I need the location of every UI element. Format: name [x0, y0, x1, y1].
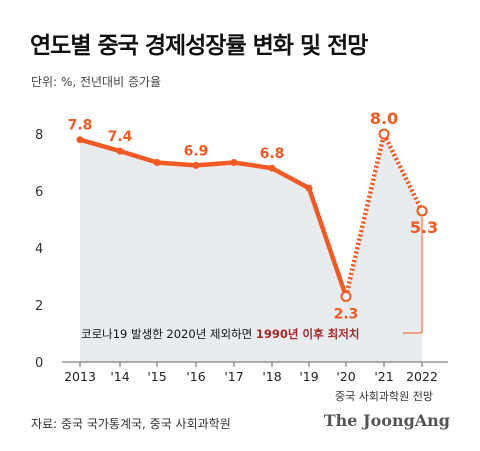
data-label: 6.8: [260, 146, 285, 162]
x-tick-label: '16: [186, 369, 205, 384]
y-tick-label: 4: [35, 242, 43, 257]
data-label: 6.9: [184, 143, 209, 159]
x-tick-label: 2013: [64, 369, 96, 384]
data-point: [116, 147, 124, 155]
x-tick-label: '18: [262, 369, 281, 384]
annotation-prefix: 코로나19 발생한 2020년 제외하면: [81, 327, 256, 341]
x-tick-label: '20: [336, 369, 355, 384]
x-tick-label: '17: [224, 369, 243, 384]
area-fill: [80, 134, 422, 362]
x-tick-label: '21: [374, 369, 393, 384]
x-tick-label: '14: [110, 369, 129, 384]
y-tick-label: 2: [35, 299, 43, 314]
y-tick-label: 8: [35, 128, 43, 143]
data-point: [378, 128, 390, 140]
data-label: 7.4: [108, 129, 133, 145]
data-point: [268, 164, 276, 172]
x-tick-label: '19: [299, 369, 318, 384]
source-note: 자료: 중국 국가통계국, 중국 사회과학원: [31, 417, 231, 431]
data-point: [416, 205, 428, 217]
forecast-label: 중국 사회과학원 전망: [335, 390, 433, 403]
data-point: [153, 159, 161, 166]
data-point: [230, 159, 238, 166]
data-label: 5.3: [410, 218, 438, 237]
chart-title: 연도별 중국 경제성장률 변화 및 전망: [30, 33, 368, 59]
series-line-actual: [77, 137, 349, 299]
data-point: [340, 290, 352, 302]
data-label: 2.3: [334, 306, 359, 322]
x-tick-label: '15: [147, 369, 166, 384]
data-point: [76, 136, 84, 144]
annotation-highlight: 1990년 이후 최저치: [256, 327, 360, 341]
brand-logo: The JoongAng: [323, 411, 450, 430]
unit-label: 단위: %, 전년대비 증가율: [31, 75, 162, 89]
y-tick-label: 0: [35, 356, 43, 371]
x-tick-label: 2022: [406, 369, 438, 384]
data-label: 8.0: [370, 109, 398, 128]
data-label: 7.8: [68, 118, 93, 134]
annotation-text: 코로나19 발생한 2020년 제외하면 1990년 이후 최저치: [81, 327, 359, 341]
y-tick-label: 6: [35, 185, 43, 200]
data-point: [305, 184, 313, 192]
data-point: [192, 161, 200, 169]
